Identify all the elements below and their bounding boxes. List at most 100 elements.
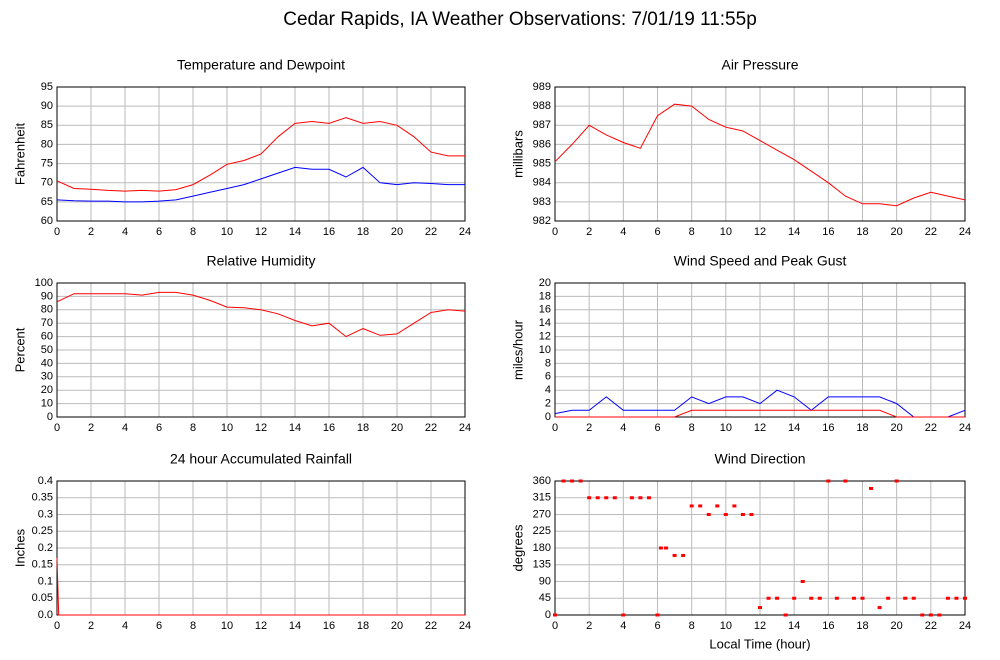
x-tick-label: 12 bbox=[255, 226, 267, 238]
x-tick-label: 10 bbox=[221, 422, 233, 434]
y-tick-label: 2 bbox=[545, 398, 551, 410]
data-point bbox=[911, 596, 916, 600]
x-tick-label: 24 bbox=[459, 226, 471, 238]
y-tick-label: 983 bbox=[533, 196, 551, 208]
data-point bbox=[894, 479, 899, 483]
page-title: Cedar Rapids, IA Weather Observations: 7… bbox=[283, 9, 757, 30]
data-point bbox=[749, 513, 754, 516]
x-tick-label: 10 bbox=[221, 620, 233, 632]
data-point bbox=[578, 479, 583, 483]
x-tick-label: 12 bbox=[754, 422, 766, 434]
x-axis-label: Local Time (hour) bbox=[709, 636, 810, 651]
y-tick-label: 0 bbox=[47, 411, 53, 423]
y-tick-label: 986 bbox=[533, 138, 551, 150]
x-tick-label: 14 bbox=[788, 422, 800, 434]
plot-frame bbox=[56, 282, 466, 418]
y-tick-label: 0.3 bbox=[38, 508, 53, 520]
x-tick-label: 20 bbox=[391, 422, 403, 434]
y-tick-label: 360 bbox=[533, 475, 551, 487]
y-tick-label: 0 bbox=[545, 609, 551, 621]
x-tick-label: 18 bbox=[357, 226, 369, 238]
x-tick-label: 8 bbox=[190, 422, 196, 434]
x-tick-label: 4 bbox=[122, 226, 128, 238]
chart-title: 24 hour Accumulated Rainfall bbox=[170, 451, 352, 467]
y-axis-label: Inches bbox=[12, 528, 27, 567]
data-point bbox=[689, 504, 694, 508]
data-point bbox=[809, 596, 814, 600]
data-point bbox=[723, 513, 728, 516]
x-tick-label: 22 bbox=[925, 226, 937, 238]
data-point bbox=[604, 496, 609, 500]
y-axis-label: millibars bbox=[510, 130, 525, 178]
x-tick-label: 22 bbox=[425, 422, 437, 434]
data-point bbox=[945, 596, 950, 600]
y-tick-label: 987 bbox=[533, 119, 551, 131]
data-point bbox=[800, 580, 805, 583]
x-tick-label: 16 bbox=[323, 620, 335, 632]
x-tick-label: 4 bbox=[122, 620, 128, 632]
plot-frame bbox=[554, 480, 966, 616]
x-tick-label: 8 bbox=[689, 226, 695, 238]
data-point bbox=[817, 596, 822, 600]
x-tick-label: 10 bbox=[221, 226, 233, 238]
x-tick-label: 24 bbox=[959, 620, 971, 632]
y-tick-label: 135 bbox=[533, 559, 551, 571]
x-tick-label: 4 bbox=[620, 226, 626, 238]
data-point bbox=[826, 479, 831, 483]
data-point bbox=[715, 504, 720, 508]
chart-title: Wind Direction bbox=[714, 451, 805, 467]
data-point bbox=[698, 504, 703, 508]
y-tick-label: 20 bbox=[41, 384, 53, 396]
data-point bbox=[681, 553, 686, 557]
data-line bbox=[56, 117, 465, 192]
data-point bbox=[869, 486, 874, 490]
y-tick-label: 50 bbox=[41, 344, 53, 356]
data-point bbox=[792, 596, 797, 600]
y-tick-label: 20 bbox=[539, 277, 551, 289]
y-tick-label: 65 bbox=[41, 196, 53, 208]
y-tick-label: 0.05 bbox=[32, 592, 53, 604]
y-tick-label: 70 bbox=[41, 317, 53, 329]
y-tick-label: 8 bbox=[545, 357, 551, 369]
y-tick-label: 985 bbox=[533, 157, 551, 169]
plot-frame bbox=[554, 282, 966, 418]
data-point bbox=[928, 613, 933, 617]
x-tick-label: 8 bbox=[689, 620, 695, 632]
x-tick-label: 18 bbox=[357, 422, 369, 434]
x-tick-label: 0 bbox=[552, 422, 558, 434]
data-point bbox=[783, 613, 788, 617]
data-point bbox=[886, 596, 891, 600]
y-tick-label: 0.35 bbox=[32, 492, 53, 504]
y-tick-label: 0.2 bbox=[38, 542, 53, 554]
y-tick-label: 90 bbox=[41, 290, 53, 302]
x-tick-label: 18 bbox=[856, 422, 868, 434]
y-tick-label: 982 bbox=[533, 215, 551, 227]
data-point bbox=[638, 496, 643, 500]
x-tick-label: 0 bbox=[54, 226, 60, 238]
x-tick-label: 6 bbox=[156, 422, 162, 434]
data-point bbox=[646, 496, 651, 500]
y-tick-label: 12 bbox=[539, 331, 551, 343]
data-point bbox=[843, 479, 848, 483]
x-tick-label: 6 bbox=[156, 226, 162, 238]
x-tick-label: 24 bbox=[459, 620, 471, 632]
x-tick-label: 22 bbox=[925, 620, 937, 632]
y-tick-label: 60 bbox=[41, 215, 53, 227]
x-tick-label: 20 bbox=[891, 620, 903, 632]
x-tick-label: 12 bbox=[255, 620, 267, 632]
y-tick-label: 10 bbox=[539, 344, 551, 356]
x-tick-label: 6 bbox=[156, 620, 162, 632]
x-tick-label: 18 bbox=[856, 226, 868, 238]
x-tick-label: 16 bbox=[822, 422, 834, 434]
x-tick-label: 6 bbox=[654, 620, 660, 632]
x-tick-label: 10 bbox=[720, 226, 732, 238]
data-point bbox=[587, 496, 592, 500]
x-tick-label: 18 bbox=[357, 620, 369, 632]
x-tick-label: 2 bbox=[88, 226, 94, 238]
data-point bbox=[766, 596, 771, 600]
data-point bbox=[954, 596, 959, 600]
x-tick-label: 8 bbox=[190, 620, 196, 632]
data-point bbox=[740, 513, 745, 516]
data-point bbox=[612, 496, 617, 500]
